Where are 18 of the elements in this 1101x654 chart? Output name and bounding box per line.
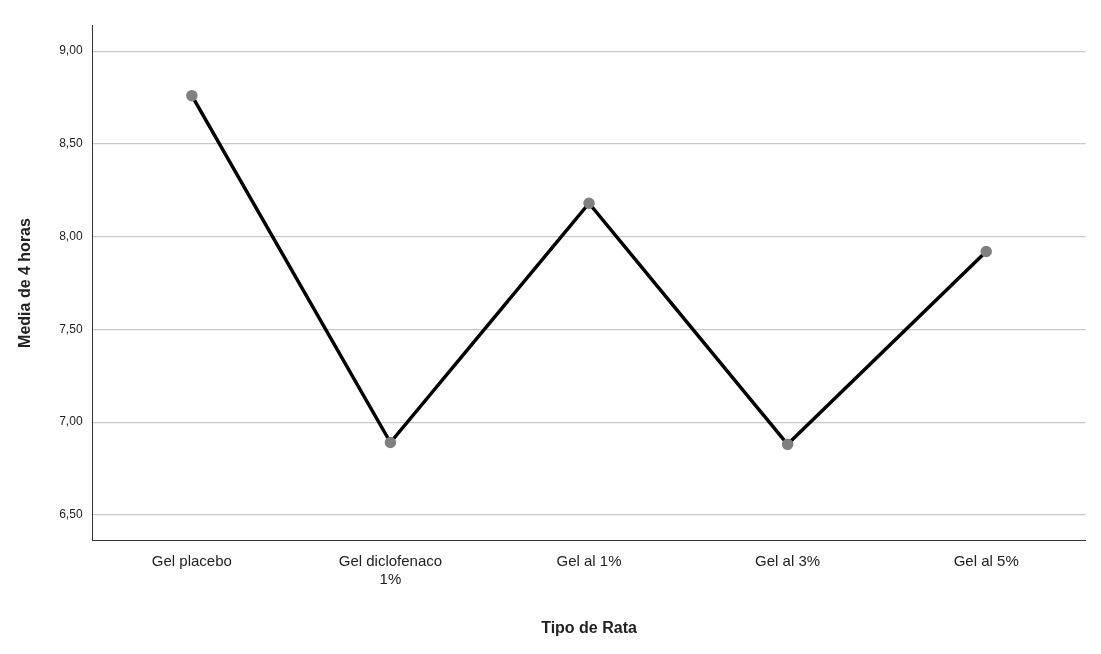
y-axis-title: Media de 4 horas (16, 217, 34, 348)
x-tick-label: Gel placebo (151, 551, 232, 569)
y-tick-label: 7,50 (59, 321, 83, 336)
y-tick-label: 9,00 (59, 43, 83, 58)
x-tick-label: Gel diclofenaco 1% (338, 551, 443, 587)
y-tick-label: 7,00 (59, 414, 83, 429)
point (186, 89, 198, 102)
x-tick-label: Gel al 3% (755, 551, 821, 569)
x-axis-title: Tipo de Rata (541, 618, 637, 636)
y-tick-label: 8,50 (59, 136, 83, 151)
y-tick-label: 6,50 (59, 507, 83, 522)
point (980, 245, 992, 258)
point (583, 197, 595, 209)
point (384, 436, 397, 449)
point (781, 438, 794, 451)
x-tick-label: Gel al 1% (556, 551, 622, 569)
y-tick-label: 8,00 (59, 228, 83, 243)
x-tick-label: Gel al 5% (953, 551, 1019, 569)
